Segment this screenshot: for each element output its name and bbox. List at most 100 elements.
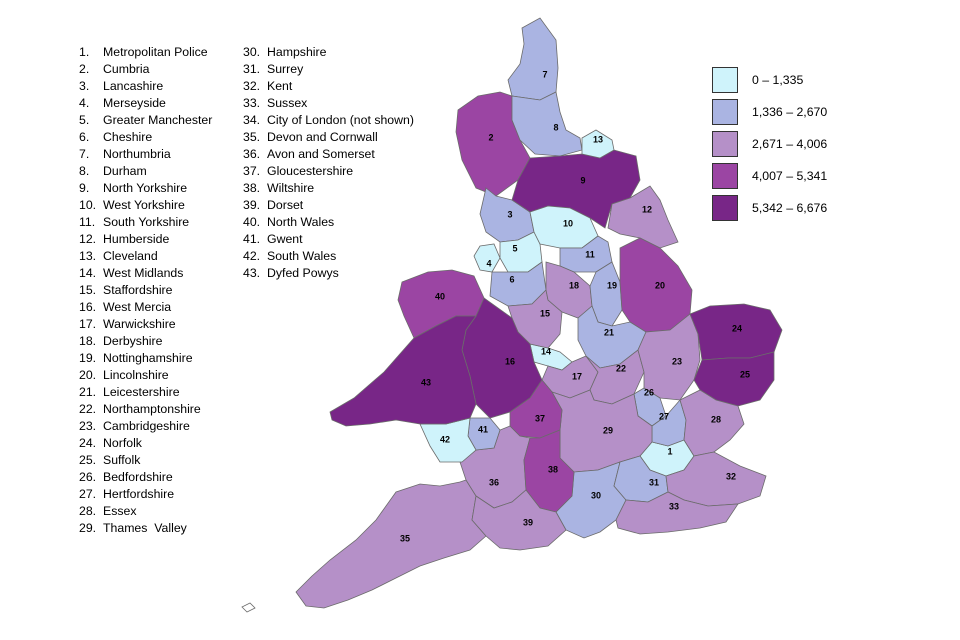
force-name: North Yorkshire <box>103 181 188 195</box>
force-number: 26. <box>79 470 97 484</box>
force-name: Durham <box>103 164 147 178</box>
force-number: 31. <box>243 62 261 76</box>
legend-label: 5,342 – 6,676 <box>752 201 828 215</box>
force-name: Derbyshire <box>103 334 163 348</box>
legend-swatch <box>712 163 738 189</box>
force-number: 20. <box>79 368 97 382</box>
region-number-label: 4 <box>486 258 491 268</box>
legend-item: 4,007 – 5,341 <box>712 160 827 192</box>
force-name: Avon and Somerset <box>267 147 375 161</box>
force-name: Lincolnshire <box>103 368 169 382</box>
region-number-label: 26 <box>644 387 654 397</box>
police-force-region <box>511 91 583 157</box>
force-name: Gwent <box>267 232 303 246</box>
force-name: Northumbria <box>103 147 171 161</box>
force-list-item: 11. South Yorkshire <box>79 214 212 231</box>
legend-item: 5,342 – 6,676 <box>712 192 827 224</box>
region-number-label: 23 <box>672 356 682 366</box>
region-number-label: 36 <box>489 477 499 487</box>
region-number-label: 37 <box>535 413 545 423</box>
force-list-item: 31. Surrey <box>243 61 414 78</box>
force-number: 19. <box>79 351 97 365</box>
force-number: 16. <box>79 300 97 314</box>
region-number-label: 25 <box>740 369 750 379</box>
force-name: Northamptonshire <box>103 402 201 416</box>
region-number-label: 15 <box>540 308 550 318</box>
force-name: Essex <box>103 504 137 518</box>
force-name: Cambridgeshire <box>103 419 190 433</box>
force-number: 13. <box>79 249 97 263</box>
force-list-item: 2. Cumbria <box>79 61 212 78</box>
region-number-label: 20 <box>655 280 665 290</box>
force-number: 5. <box>79 113 90 127</box>
police-force-region <box>295 479 487 609</box>
force-name: Wiltshire <box>267 181 315 195</box>
region-number-label: 12 <box>642 204 652 214</box>
force-list-item: 4. Merseyside <box>79 95 212 112</box>
force-list-item: 34. City of London (not shown) <box>243 112 414 129</box>
force-number: 41. <box>243 232 261 246</box>
legend-swatch <box>712 99 738 125</box>
region-number-label: 41 <box>478 424 488 434</box>
force-list-item: 43. Dyfed Powys <box>243 265 414 282</box>
force-list-item: 9. North Yorkshire <box>79 180 212 197</box>
force-list-item: 30. Hampshire <box>243 44 414 61</box>
region-number-label: 42 <box>440 434 450 444</box>
region-number-label: 7 <box>542 69 547 79</box>
force-number: 10. <box>79 198 97 212</box>
force-number: 3. <box>79 79 90 93</box>
force-number: 22. <box>79 402 97 416</box>
force-name: Thames Valley <box>103 521 187 535</box>
map-legend: 0 – 1,335 1,336 – 2,670 2,671 – 4,006 4,007… <box>712 64 827 224</box>
force-name: Staffordshire <box>103 283 173 297</box>
region-number-label: 39 <box>523 517 533 527</box>
police-force-region <box>507 17 559 101</box>
force-list-item: 29. Thames Valley <box>79 520 212 537</box>
force-list-item: 23. Cambridgeshire <box>79 418 212 435</box>
force-number: 12. <box>79 232 97 246</box>
force-list-item: 18. Derbyshire <box>79 333 212 350</box>
force-list-item: 10. West Yorkshire <box>79 197 212 214</box>
force-number: 27. <box>79 487 97 501</box>
force-name: South Wales <box>267 249 337 263</box>
police-force-region <box>679 389 745 457</box>
region-number-label: 16 <box>505 356 515 366</box>
force-list-item: 39. Dorset <box>243 197 414 214</box>
region-number-label: 30 <box>591 490 601 500</box>
legend-swatch <box>712 67 738 93</box>
region-number-label: 13 <box>593 134 603 144</box>
force-list-item: 19. Nottinghamshire <box>79 350 212 367</box>
police-force-region <box>615 491 739 535</box>
force-name: Hampshire <box>267 45 327 59</box>
force-number: 11. <box>79 215 96 229</box>
force-list-item: 21. Leicestershire <box>79 384 212 401</box>
police-force-region <box>471 489 567 551</box>
force-name: South Yorkshire <box>103 215 190 229</box>
force-number: 30. <box>243 45 261 59</box>
force-list-item: 41. Gwent <box>243 231 414 248</box>
force-list-item: 20. Lincolnshire <box>79 367 212 384</box>
force-name: Gloucestershire <box>267 164 354 178</box>
region-number-label: 27 <box>659 411 669 421</box>
region-number-label: 32 <box>726 471 736 481</box>
region-number-label: 1 <box>667 446 672 456</box>
region-number-label: 43 <box>421 377 431 387</box>
force-name: Hertfordshire <box>103 487 175 501</box>
force-number: 21. <box>79 385 97 399</box>
force-name: Dyfed Powys <box>267 266 339 280</box>
force-name: Suffolk <box>103 453 141 467</box>
force-name: Humberside <box>103 232 170 246</box>
force-number: 4. <box>79 96 90 110</box>
force-number: 25. <box>79 453 97 467</box>
region-number-label: 33 <box>669 501 679 511</box>
police-force-region <box>523 429 575 513</box>
region-number-label: 28 <box>711 414 721 424</box>
force-list-item: 32. Kent <box>243 78 414 95</box>
force-list-item: 22. Northamptonshire <box>79 401 212 418</box>
force-name: Leicestershire <box>103 385 180 399</box>
force-list-item: 7. Northumbria <box>79 146 212 163</box>
force-name: Cheshire <box>103 130 153 144</box>
force-name: Lancashire <box>103 79 164 93</box>
police-force-region <box>693 351 775 407</box>
